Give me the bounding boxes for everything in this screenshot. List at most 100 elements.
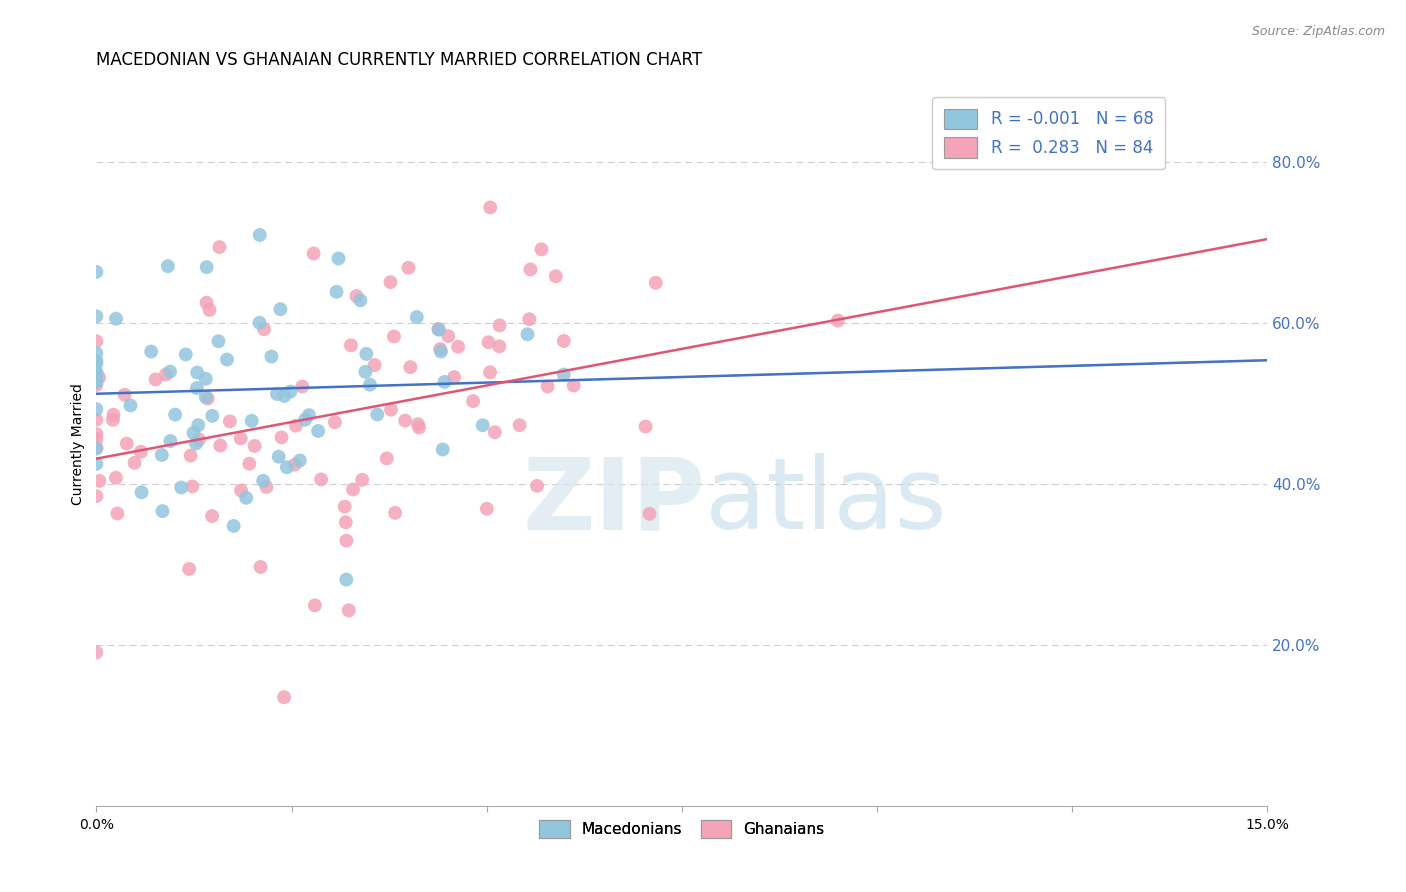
Point — [86, 356, 108, 370]
Point — [356, 347, 378, 361]
Point — [86, 442, 108, 456]
Point — [276, 460, 298, 475]
Point — [363, 358, 385, 372]
Point — [335, 533, 357, 548]
Point — [179, 562, 201, 576]
Point — [86, 375, 108, 389]
Point — [201, 409, 224, 423]
Point — [114, 388, 136, 402]
Point — [346, 289, 368, 303]
Point — [86, 346, 108, 360]
Point — [243, 439, 266, 453]
Point — [273, 389, 295, 403]
Point — [155, 368, 177, 382]
Point — [89, 370, 111, 384]
Point — [197, 392, 219, 406]
Point — [145, 372, 167, 386]
Point — [267, 450, 290, 464]
Point — [235, 491, 257, 505]
Point — [288, 453, 311, 467]
Text: atlas: atlas — [706, 453, 946, 550]
Point — [406, 417, 429, 432]
Point — [181, 479, 204, 493]
Point — [86, 334, 108, 348]
Point — [104, 471, 127, 485]
Point — [382, 329, 405, 343]
Text: ZIP: ZIP — [523, 453, 706, 550]
Point — [530, 243, 553, 257]
Point — [526, 479, 548, 493]
Point — [129, 444, 152, 458]
Point — [195, 260, 218, 274]
Point — [443, 370, 465, 384]
Point — [170, 480, 193, 494]
Point — [342, 483, 364, 497]
Point — [384, 506, 406, 520]
Point — [115, 436, 138, 450]
Point — [86, 432, 108, 446]
Point — [302, 246, 325, 260]
Point — [536, 379, 558, 393]
Point — [553, 334, 575, 348]
Point — [405, 310, 427, 324]
Point — [638, 507, 661, 521]
Point — [433, 375, 456, 389]
Point — [131, 485, 153, 500]
Point — [252, 474, 274, 488]
Point — [86, 402, 108, 417]
Point — [222, 519, 245, 533]
Point — [86, 365, 108, 379]
Point — [159, 365, 181, 379]
Point — [484, 425, 506, 440]
Point — [198, 302, 221, 317]
Point — [479, 365, 502, 379]
Point — [340, 338, 363, 352]
Point — [471, 418, 494, 433]
Point — [380, 275, 402, 289]
Point — [86, 373, 108, 387]
Point — [437, 329, 460, 343]
Point — [517, 312, 540, 326]
Point — [240, 414, 263, 428]
Point — [186, 366, 208, 380]
Point — [86, 457, 108, 471]
Legend: Macedonians, Ghanaians: Macedonians, Ghanaians — [529, 809, 835, 849]
Point — [186, 381, 208, 395]
Point — [105, 311, 128, 326]
Point — [335, 516, 357, 530]
Point — [304, 599, 326, 613]
Point — [184, 436, 207, 450]
Point — [461, 394, 484, 409]
Point — [229, 483, 252, 498]
Point — [208, 240, 231, 254]
Point — [194, 372, 217, 386]
Text: Source: ZipAtlas.com: Source: ZipAtlas.com — [1251, 25, 1385, 38]
Point — [229, 431, 252, 445]
Point — [335, 573, 357, 587]
Point — [447, 340, 470, 354]
Point — [294, 413, 316, 427]
Point — [519, 262, 541, 277]
Point — [269, 302, 291, 317]
Point — [354, 365, 377, 379]
Point — [105, 507, 128, 521]
Point — [408, 420, 430, 434]
Point — [488, 339, 510, 353]
Point — [337, 603, 360, 617]
Point — [359, 377, 381, 392]
Point — [218, 414, 240, 428]
Point — [159, 434, 181, 448]
Y-axis label: Currently Married: Currently Married — [72, 383, 86, 505]
Point — [249, 316, 271, 330]
Point — [399, 360, 422, 375]
Point — [328, 252, 350, 266]
Point — [366, 408, 388, 422]
Point — [89, 474, 111, 488]
Point — [86, 427, 108, 442]
Point — [509, 418, 531, 433]
Point — [256, 480, 278, 494]
Point — [432, 442, 454, 457]
Point — [352, 473, 374, 487]
Point — [644, 276, 666, 290]
Point — [544, 269, 567, 284]
